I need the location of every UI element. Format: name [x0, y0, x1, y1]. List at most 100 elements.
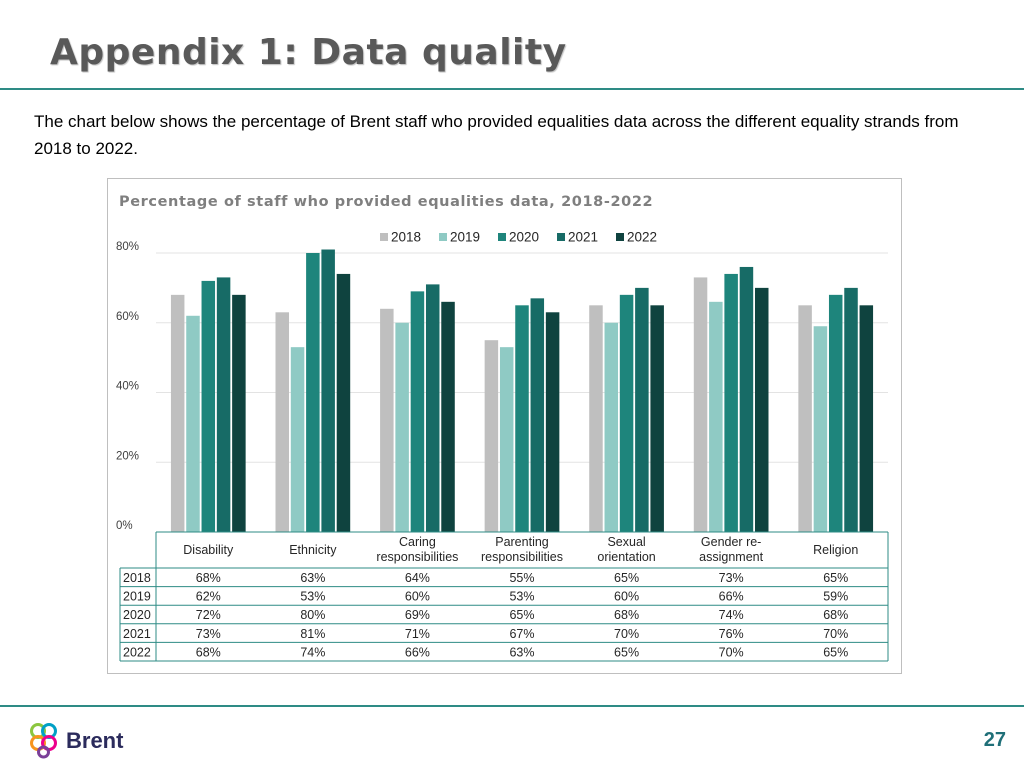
table-cell-2018-2: 64% — [405, 571, 430, 585]
table-cell-2021-0: 73% — [196, 627, 221, 641]
table-cell-2018-0: 68% — [196, 571, 221, 585]
table-cell-2019-0: 62% — [196, 590, 221, 604]
y-tick-label-20: 20% — [116, 450, 139, 462]
bar-2020-6 — [828, 294, 843, 532]
table-cell-2019-1: 53% — [300, 590, 325, 604]
table-row-label-2021: 2021 — [123, 627, 151, 641]
bar-2019-5 — [709, 301, 723, 532]
bar-2018-0 — [170, 294, 185, 532]
bar-2018-5 — [693, 277, 708, 532]
footer-divider — [0, 705, 1024, 707]
legend-swatch-2020 — [498, 233, 506, 241]
table-row-label-2018: 2018 — [123, 571, 151, 585]
table-cell-2018-1: 63% — [300, 571, 325, 585]
bar-2022-5 — [754, 287, 769, 532]
bar-2021-2 — [425, 284, 440, 532]
table-cell-2022-6: 65% — [823, 645, 848, 659]
table-cell-2019-6: 59% — [823, 590, 848, 604]
table-row-label-2019: 2019 — [123, 590, 151, 604]
legend-label-2021: 2021 — [568, 230, 598, 245]
x-category-label-3-0: Parenting — [495, 535, 549, 549]
table-cell-2021-5: 76% — [719, 627, 744, 641]
bar-2022-4 — [650, 305, 664, 532]
table-row-label-2022: 2022 — [123, 645, 151, 659]
y-tick-label-0: 0% — [116, 520, 133, 532]
legend-label-2019: 2019 — [450, 230, 480, 245]
bar-2022-0 — [232, 294, 246, 532]
x-category-label-2-1: responsibilities — [376, 550, 458, 564]
table-cell-2021-1: 81% — [300, 627, 325, 641]
legend-swatch-2018 — [380, 233, 388, 241]
chart-container: Percentage of staff who provided equalit… — [107, 178, 902, 674]
bar-2022-1 — [336, 273, 351, 532]
table-cell-2018-4: 65% — [614, 571, 639, 585]
bar-2022-6 — [859, 305, 874, 532]
bar-2021-3 — [530, 298, 545, 532]
legend-swatch-2021 — [557, 233, 565, 241]
bar-2018-4 — [589, 305, 603, 532]
brent-logo-icon — [30, 723, 57, 759]
table-cell-2019-5: 66% — [719, 590, 744, 604]
table-cell-2019-4: 60% — [614, 590, 639, 604]
table-cell-2022-1: 74% — [300, 645, 325, 659]
bar-2019-4 — [604, 322, 619, 532]
bar-2020-5 — [724, 273, 738, 532]
bar-2018-2 — [380, 308, 394, 532]
page-title: Appendix 1: Data quality — [50, 32, 567, 73]
bar-2022-2 — [441, 301, 455, 532]
x-category-label-5-0: Gender re- — [701, 535, 761, 549]
table-cell-2020-4: 68% — [614, 608, 639, 622]
table-cell-2021-2: 71% — [405, 627, 430, 641]
bar-2020-1 — [306, 253, 320, 532]
x-category-label-4-0: Sexual — [607, 535, 645, 549]
bar-2021-6 — [844, 287, 858, 532]
bar-2020-3 — [515, 305, 529, 532]
chart-title: Percentage of staff who provided equalit… — [119, 194, 653, 210]
table-cell-2020-1: 80% — [300, 608, 325, 622]
bar-chart: Percentage of staff who provided equalit… — [116, 194, 889, 662]
table-cell-2021-4: 70% — [614, 627, 639, 641]
table-cell-2018-6: 65% — [823, 571, 848, 585]
table-cell-2020-2: 69% — [405, 608, 430, 622]
bar-2022-3 — [545, 312, 560, 532]
table-cell-2021-3: 67% — [509, 627, 534, 641]
table-cell-2018-3: 55% — [509, 571, 534, 585]
table-cell-2022-3: 63% — [509, 645, 534, 659]
page-number: 27 — [983, 729, 1006, 751]
bar-2018-6 — [798, 305, 812, 532]
table-cell-2019-2: 60% — [405, 590, 430, 604]
bar-2021-0 — [216, 277, 231, 532]
table-cell-2020-0: 72% — [196, 608, 221, 622]
bar-2018-1 — [275, 312, 290, 532]
bar-2021-4 — [635, 287, 649, 532]
table-cell-2018-5: 73% — [719, 571, 744, 585]
y-tick-label-40: 40% — [116, 381, 139, 393]
table-cell-2022-0: 68% — [196, 645, 221, 659]
bar-2019-0 — [186, 315, 200, 532]
y-tick-label-80: 80% — [116, 241, 139, 253]
x-category-label-1-0: Ethnicity — [289, 543, 337, 557]
x-category-label-0-0: Disability — [183, 543, 234, 557]
x-category-label-2-0: Caring — [399, 535, 436, 549]
legend-label-2020: 2020 — [509, 230, 539, 245]
table-cell-2019-3: 53% — [509, 590, 534, 604]
table-cell-2022-2: 66% — [405, 645, 430, 659]
table-cell-2022-5: 70% — [719, 645, 744, 659]
table-row-label-2020: 2020 — [123, 608, 151, 622]
x-category-label-5-1: assignment — [699, 550, 763, 564]
bar-2021-1 — [321, 249, 335, 532]
legend-swatch-2022 — [616, 233, 624, 241]
legend-label-2022: 2022 — [627, 230, 657, 245]
bar-2020-0 — [201, 280, 216, 532]
bar-2020-2 — [410, 291, 425, 532]
intro-paragraph: The chart below shows the percentage of … — [34, 112, 959, 158]
header-divider — [0, 88, 1024, 90]
logo-wordmark: Brent — [66, 728, 124, 753]
bar-2019-1 — [290, 347, 305, 532]
bar-2019-6 — [813, 326, 828, 532]
table-cell-2020-5: 74% — [719, 608, 744, 622]
x-category-label-6-0: Religion — [813, 543, 858, 557]
table-cell-2020-3: 65% — [509, 608, 534, 622]
x-category-label-3-1: responsibilities — [481, 550, 563, 564]
x-category-label-4-1: orientation — [597, 550, 655, 564]
